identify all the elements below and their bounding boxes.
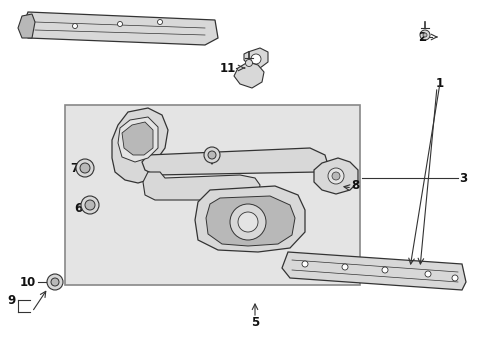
Text: 1: 1 <box>435 77 443 90</box>
Circle shape <box>47 274 63 290</box>
Text: 8: 8 <box>350 179 358 192</box>
Circle shape <box>117 22 122 27</box>
Circle shape <box>157 19 162 24</box>
Circle shape <box>422 33 426 37</box>
Polygon shape <box>205 196 294 246</box>
Polygon shape <box>142 148 327 175</box>
Circle shape <box>207 151 216 159</box>
Polygon shape <box>282 252 465 290</box>
Circle shape <box>327 168 343 184</box>
Bar <box>65 105 359 285</box>
Polygon shape <box>313 158 357 194</box>
Circle shape <box>238 212 258 232</box>
Text: 7: 7 <box>70 162 78 175</box>
Circle shape <box>245 59 252 67</box>
Polygon shape <box>112 108 168 183</box>
Polygon shape <box>22 12 218 45</box>
Circle shape <box>331 172 339 180</box>
Polygon shape <box>118 117 158 162</box>
Text: 10: 10 <box>20 275 36 288</box>
Circle shape <box>229 204 265 240</box>
Circle shape <box>302 261 307 267</box>
Text: 2: 2 <box>417 31 425 44</box>
Polygon shape <box>18 14 35 38</box>
Polygon shape <box>142 172 260 200</box>
Polygon shape <box>195 186 305 252</box>
Text: 9: 9 <box>8 293 16 306</box>
Text: 4: 4 <box>207 149 216 162</box>
Circle shape <box>451 275 457 281</box>
Circle shape <box>76 159 94 177</box>
Polygon shape <box>234 62 264 88</box>
Circle shape <box>203 147 220 163</box>
Polygon shape <box>122 122 153 155</box>
Circle shape <box>381 267 387 273</box>
Circle shape <box>419 30 429 40</box>
Circle shape <box>80 163 90 173</box>
Circle shape <box>424 271 430 277</box>
Text: 6: 6 <box>74 202 82 215</box>
Circle shape <box>250 54 261 64</box>
Text: 3: 3 <box>458 171 466 185</box>
Text: 11: 11 <box>220 62 236 75</box>
Text: 5: 5 <box>250 315 259 328</box>
Polygon shape <box>244 48 267 68</box>
Circle shape <box>341 264 347 270</box>
Circle shape <box>51 278 59 286</box>
Circle shape <box>85 200 95 210</box>
Circle shape <box>81 196 99 214</box>
Circle shape <box>72 23 77 28</box>
